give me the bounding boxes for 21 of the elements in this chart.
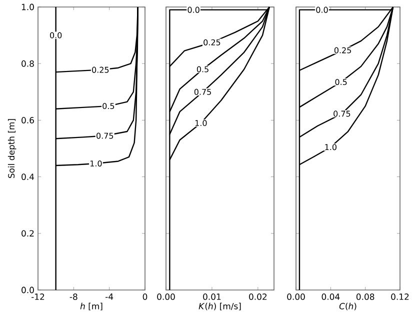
x-tick-label: 0.12 <box>391 294 409 300</box>
x-tick-label: 0.04 <box>322 294 340 300</box>
y-tick-label: 0.2 <box>22 230 34 237</box>
x-axis-title: h [m] <box>80 302 102 310</box>
x-tick-label: 0.00 <box>287 294 305 300</box>
x-axis-title: K(h) [m/s] <box>198 302 241 310</box>
x-tick-label: -4 <box>106 294 114 300</box>
y-tick-label: 0.8 <box>22 60 34 67</box>
y-tick-label: 0.4 <box>22 174 34 180</box>
x-tick-label: -12 <box>31 294 44 300</box>
x-tick-label: 0.08 <box>356 294 374 300</box>
x-tick-label: 0.00 <box>157 294 175 300</box>
y-tick-label: 0.6 <box>22 117 34 124</box>
x-tick-label: 0.01 <box>203 294 221 300</box>
x-tick-label: 0.02 <box>249 294 267 300</box>
x-axis-title: C(h) <box>339 302 356 310</box>
x-tick-label: 0 <box>142 294 148 300</box>
x-tick-label: -8 <box>70 294 78 300</box>
y-axis-title: Soil depth [m] <box>8 119 16 178</box>
y-tick-label: 1.0 <box>22 4 34 10</box>
y-tick-label: 0.0 <box>22 286 34 294</box>
